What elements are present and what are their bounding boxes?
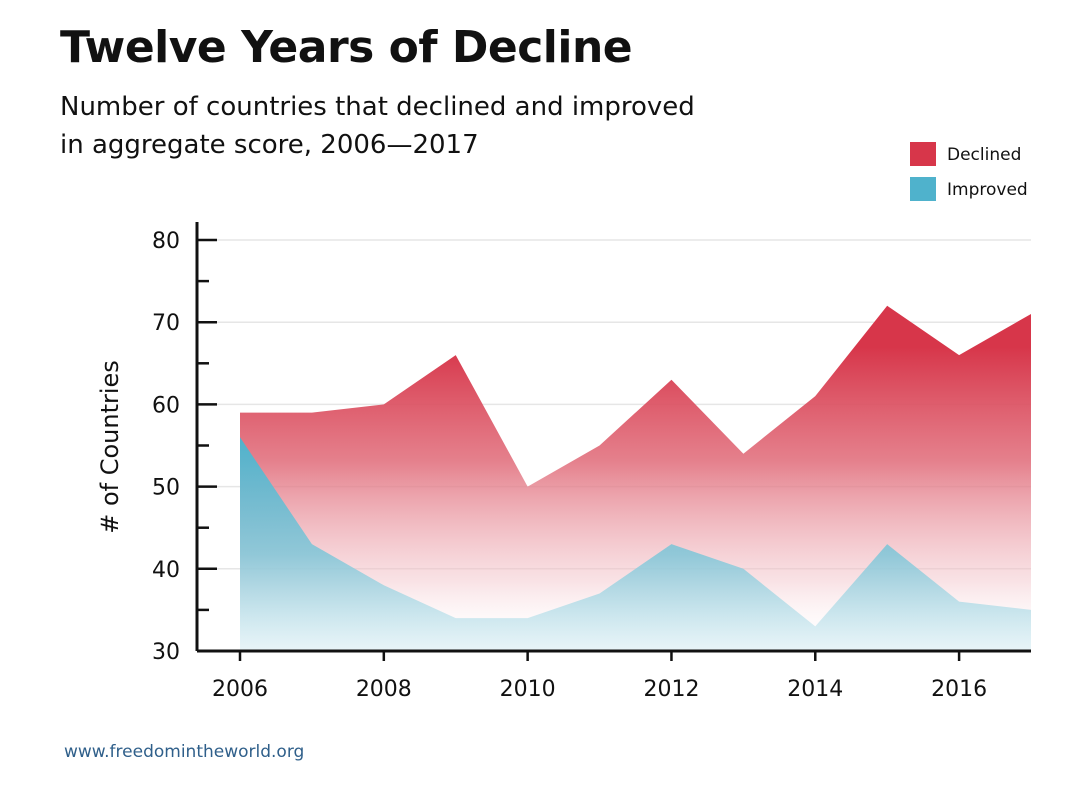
y-tick-label-30: 30 <box>152 640 180 665</box>
series-areas <box>240 305 1031 651</box>
x-tick-label-2012: 2012 <box>643 677 699 702</box>
legend-swatch-improved <box>910 177 936 201</box>
y-axis-label: # of Countries <box>96 360 124 534</box>
x-tick-label-2008: 2008 <box>356 677 412 702</box>
y-tick-label-70: 70 <box>152 311 180 336</box>
x-tick-label-2006: 2006 <box>212 677 268 702</box>
area-declined <box>240 305 1031 651</box>
legend-label-improved: Improved <box>947 180 1028 200</box>
y-tick-label-40: 40 <box>152 558 180 583</box>
chart-subtitle: Number of countries that declined and im… <box>60 88 780 164</box>
source-link[interactable]: www.freedomintheworld.org <box>64 742 305 762</box>
x-tick-label-2016: 2016 <box>931 677 987 702</box>
axes: 30 40 50 60 70 80 2006 2008 2010 2012 2014 2016 <box>152 222 1031 702</box>
legend: Declined Improved <box>910 142 1028 201</box>
area-improved <box>240 437 1031 651</box>
y-tick-label-60: 60 <box>152 393 180 418</box>
y-tick-label-50: 50 <box>152 476 180 501</box>
subtitle-line-1: Number of countries that declined and im… <box>60 92 695 122</box>
x-tick-label-2010: 2010 <box>500 677 556 702</box>
x-tick-label-2014: 2014 <box>787 677 843 702</box>
chart-title: Twelve Years of Decline <box>60 22 633 73</box>
subtitle-line-2: in aggregate score, 2006—2017 <box>60 130 479 160</box>
legend-swatch-declined <box>910 142 936 166</box>
y-tick-label-80: 80 <box>152 229 180 254</box>
legend-label-declined: Declined <box>947 145 1021 165</box>
